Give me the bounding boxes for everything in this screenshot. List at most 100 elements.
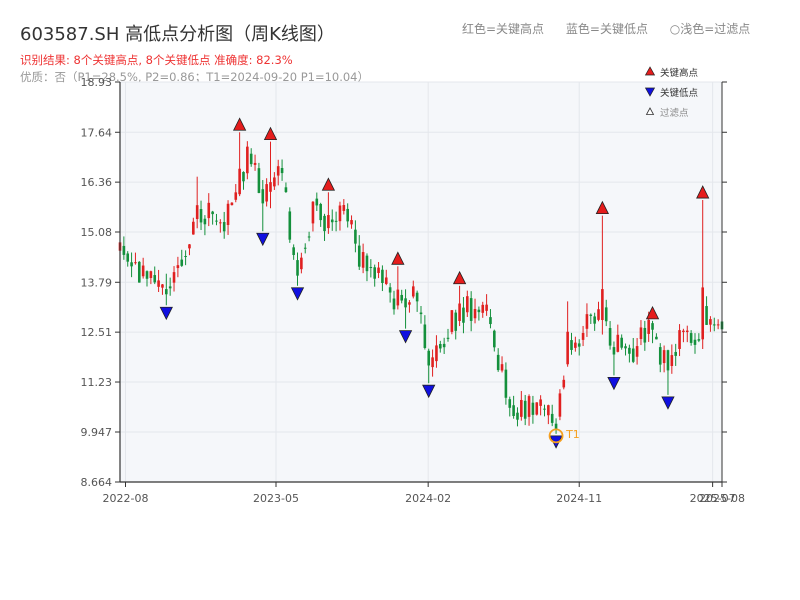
candle-body: [651, 323, 654, 330]
markers: T1: [159, 117, 710, 449]
candle-body: [520, 399, 523, 417]
y-tick-label: 9.947: [81, 426, 113, 439]
candle-body: [543, 408, 546, 410]
candle-body: [230, 202, 234, 206]
candle-body: [458, 303, 461, 321]
candle-body: [493, 330, 496, 348]
t1-ring: [548, 428, 564, 444]
candle-body: [253, 162, 257, 165]
candle-body: [130, 262, 133, 267]
candle-body: [242, 171, 245, 182]
key-high-marker: [263, 126, 278, 141]
legend-text-high: 红色=关键高点: [462, 22, 545, 36]
result-summary: 识别结果: 8个关键高点, 8个关键低点 准确度: 82.3%: [20, 53, 293, 67]
x-tick-label: 2024-02: [405, 492, 451, 505]
candle-body: [601, 289, 604, 321]
x-tick-label: 2023-05: [253, 492, 299, 505]
candle-body: [126, 253, 130, 262]
candle-body: [450, 310, 454, 332]
candle-body: [631, 348, 635, 362]
candle-body: [658, 347, 662, 365]
candle-body: [693, 339, 697, 345]
candle-body: [334, 220, 338, 222]
candle-body: [574, 342, 577, 348]
key-high-marker: [645, 305, 660, 320]
key-low-marker: [398, 330, 413, 344]
key-low-marker: [422, 384, 436, 399]
candle-body: [535, 402, 539, 415]
candle-body: [149, 271, 153, 278]
candle-body: [674, 351, 677, 356]
candle-body: [168, 286, 172, 289]
candle-body: [246, 146, 249, 174]
candle-body: [670, 355, 674, 366]
candle-body: [134, 262, 137, 264]
y-tick-label: 8.664: [81, 476, 113, 489]
candle-body: [311, 201, 315, 224]
candle-body: [685, 330, 689, 333]
key-high-marker: [391, 251, 405, 265]
candles: [118, 132, 724, 434]
candle-body: [415, 292, 419, 302]
candle-body: [608, 328, 612, 346]
candle-body: [566, 331, 569, 365]
candle-body: [570, 340, 573, 350]
candle-body: [585, 314, 589, 329]
candle-body: [226, 203, 230, 225]
candle-body: [373, 267, 376, 279]
candle-body: [678, 330, 681, 349]
candle-body: [419, 312, 423, 315]
candle-body: [165, 289, 168, 295]
candle-body: [315, 198, 319, 206]
candle-body: [558, 393, 562, 417]
x-tick-label: 2022-08: [103, 492, 149, 505]
candle-body: [361, 252, 365, 268]
candle-body: [338, 205, 342, 222]
candle-body: [215, 220, 218, 222]
candle-body: [257, 168, 261, 193]
candle-body: [342, 205, 346, 211]
candle-body: [211, 211, 214, 215]
candle-body: [477, 309, 481, 313]
candle-body: [365, 255, 369, 272]
x-tick-label: 2025-07: [690, 492, 736, 505]
candle-body: [323, 215, 326, 232]
x-tick-label: 2025-08: [699, 492, 745, 505]
candle-body: [643, 327, 647, 343]
candle-body: [408, 302, 411, 305]
x-tick-label: 2024-11: [556, 492, 602, 505]
candle-body: [635, 346, 639, 357]
t1-label: T1: [565, 428, 580, 441]
candle-body: [354, 229, 357, 244]
candle-body: [473, 308, 477, 319]
candle-body: [284, 187, 288, 193]
key-low-marker: [607, 376, 621, 391]
quality-summary: 优质：否（P1=28.5%, P2=0.86；T1=2024-09-20 P1=…: [20, 70, 369, 84]
candle-body: [303, 247, 307, 249]
candle-body: [539, 399, 542, 406]
candle-body: [435, 345, 438, 362]
candle-body: [431, 357, 434, 368]
candle-body: [157, 280, 160, 287]
candle-body: [547, 405, 550, 416]
candle-body: [438, 344, 442, 349]
candle-body: [192, 221, 195, 235]
y-tick-label: 12.51: [81, 326, 113, 339]
candle-body: [188, 244, 191, 249]
candle-body: [620, 337, 623, 348]
candle-body: [612, 347, 616, 355]
key-high-marker: [452, 270, 467, 285]
key-low-marker: [159, 306, 173, 321]
key-low-marker: [256, 232, 270, 247]
candle-body: [280, 167, 284, 174]
candle-body: [562, 379, 566, 388]
candle-body: [400, 294, 404, 301]
candle-body: [500, 364, 504, 371]
y-tick-label: 17.64: [81, 126, 113, 139]
candle-body: [300, 257, 303, 270]
y-tick-label: 11.23: [81, 376, 113, 389]
candle-body: [153, 275, 157, 283]
candle-body: [184, 256, 187, 258]
candle-body: [199, 209, 203, 223]
